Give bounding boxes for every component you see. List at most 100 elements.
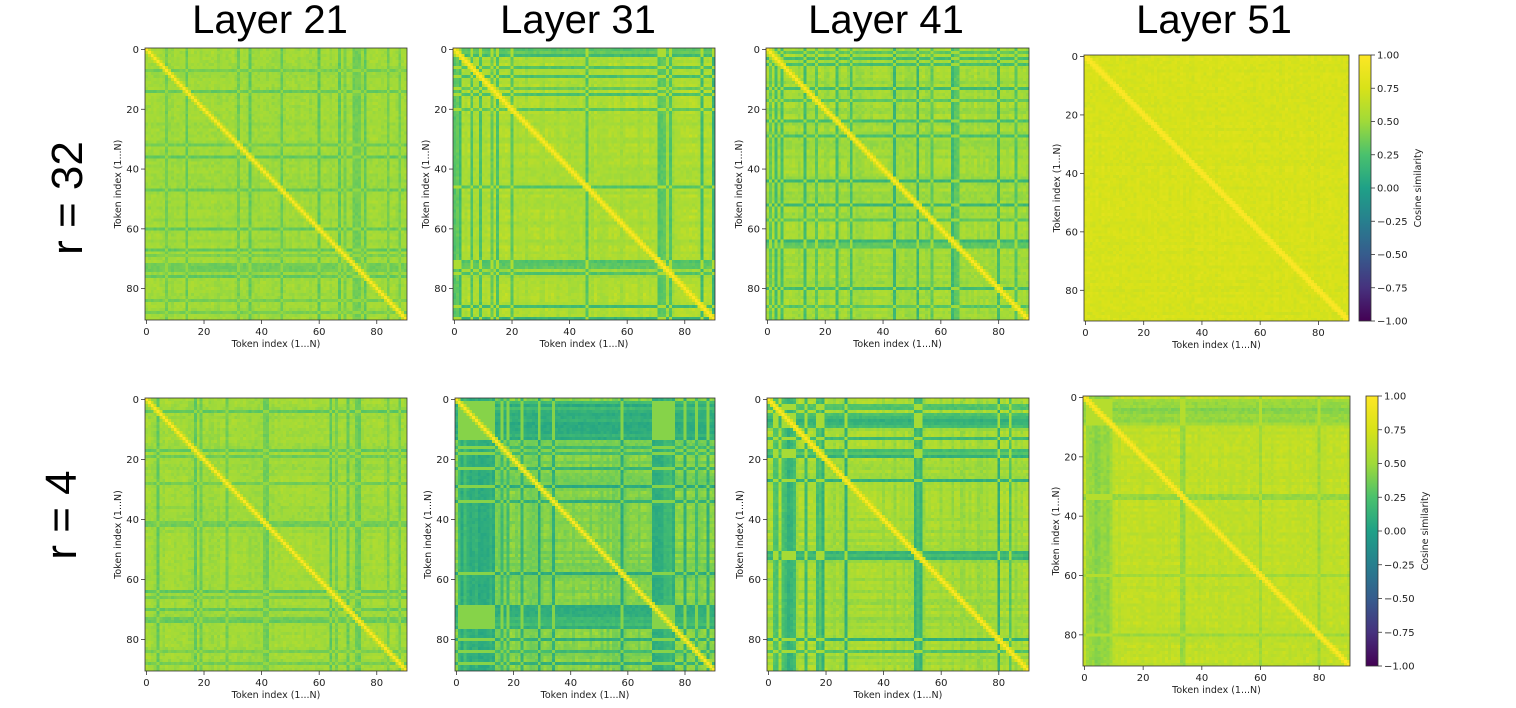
colorbar-tick-label: 0.00 (1384, 527, 1406, 538)
y-tick-label: 80 (126, 635, 139, 646)
x-tick-label: 20 (1137, 328, 1150, 339)
heatmap-panel-7: 0 20 40 60 80 0 20 40 60 80 Token index (1...N) Tok… (735, 395, 1030, 701)
heatmap-frame (144, 397, 408, 672)
x-tick-label: 80 (992, 327, 1005, 338)
y-tick-label: 60 (748, 575, 761, 586)
x-tick-label: 40 (563, 327, 576, 338)
y-tick-label: 40 (747, 165, 760, 176)
x-tick-label: 0 (765, 678, 771, 689)
colorbar-tick-label: −1.00 (1377, 317, 1408, 328)
colorbar-r4: 1.00 0.75 0.50 0.25 0.00 −0.25 −0.50 −0.75 −1.00… (1365, 392, 1431, 673)
y-tick-label: 0 (133, 395, 139, 406)
column-title-layer-41: Layer 41 (808, 0, 964, 42)
heatmap-frame (765, 47, 1030, 321)
colorbar-tick-label: 0.25 (1377, 150, 1399, 161)
row-label-r32: r = 32 (43, 141, 92, 255)
x-tick-label: 40 (255, 678, 268, 689)
x-tick-label: 60 (621, 678, 634, 689)
y-tick-label: 0 (754, 45, 760, 56)
heatmap-panel-3: 0 20 40 60 80 0 20 40 60 80 Token index (1...N) Tok… (734, 45, 1030, 350)
colorbar-tick-label: −0.75 (1377, 283, 1408, 294)
x-axis-label: Token index (1...N) (1171, 340, 1261, 351)
x-tick-label: 20 (198, 678, 211, 689)
heatmap-frame (1082, 395, 1351, 667)
colorbar-tick-label: −0.25 (1377, 217, 1408, 228)
x-tick-label: 60 (934, 327, 947, 338)
x-tick-label: 80 (992, 678, 1005, 689)
x-tick-label: 40 (255, 327, 268, 338)
y-tick-label: 60 (1064, 571, 1077, 582)
y-tick-label: 60 (747, 224, 760, 235)
heatmap-frame (1083, 54, 1350, 322)
colorbar-gradient (1358, 54, 1372, 322)
x-tick-label: 0 (1081, 673, 1087, 684)
heatmap-panel-5: 0 20 40 60 80 0 20 40 60 80 Token index (1...N) Tok… (113, 395, 408, 701)
column-title-layer-51: Layer 51 (1136, 0, 1292, 42)
x-tick-label: 60 (935, 678, 948, 689)
y-tick-label: 40 (748, 515, 761, 526)
y-tick-label: 60 (1065, 227, 1078, 238)
y-tick-label: 40 (126, 165, 139, 176)
y-axis-label: Token index (1...N) (113, 490, 124, 580)
x-tick-label: 40 (1196, 328, 1209, 339)
x-tick-label: 0 (143, 327, 149, 338)
colorbar-r32: 1.00 0.75 0.50 0.25 0.00 −0.25 −0.50 −0.75 −1.00… (1358, 51, 1424, 328)
heatmap-cells (455, 398, 715, 671)
y-tick-label: 80 (747, 284, 760, 295)
y-tick-label: 40 (1065, 169, 1078, 180)
colorbar-tick-label: 0.75 (1377, 84, 1399, 95)
y-tick-label: 20 (747, 105, 760, 116)
x-tick-label: 0 (764, 327, 770, 338)
colorbar-tick-label: 0.50 (1384, 459, 1406, 470)
y-tick-label: 80 (1064, 630, 1077, 641)
y-axis-label: Token index (1...N) (1051, 487, 1062, 577)
y-tick-label: 60 (436, 575, 449, 586)
x-tick-label: 0 (1082, 328, 1088, 339)
x-tick-label: 20 (820, 678, 833, 689)
colorbar-tick-label: 0.50 (1377, 117, 1399, 128)
y-tick-label: 20 (1065, 110, 1078, 121)
heatmap-panel-8: 0 20 40 60 80 0 20 40 60 80 Token index (1...N) Tok… (1051, 393, 1351, 696)
x-tick-label: 40 (877, 327, 890, 338)
heatmap-frame (766, 397, 1030, 672)
y-tick-label: 0 (1071, 393, 1077, 404)
heatmap-cells (145, 398, 407, 671)
x-tick-label: 20 (507, 678, 520, 689)
y-axis-label: Token index (1...N) (421, 140, 432, 230)
y-tick-label: 60 (126, 575, 139, 586)
y-tick-label: 60 (126, 224, 139, 235)
heatmap-frame (452, 47, 716, 321)
x-axis-label: Token index (1...N) (853, 690, 943, 701)
y-axis-label: Token index (1...N) (734, 140, 745, 230)
heatmap-cells (1084, 55, 1349, 321)
colorbar-tick-label: −0.50 (1377, 250, 1408, 261)
x-axis-label: Token index (1...N) (1171, 685, 1261, 696)
colorbar-tick-label: 1.00 (1377, 51, 1399, 62)
y-tick-label: 80 (436, 635, 449, 646)
heatmap-panel-2: 0 20 40 60 80 0 20 40 60 80 Token index (1...N) Tok… (421, 45, 716, 350)
heatmap-panel-1: 0 20 40 60 80 0 20 40 60 80 Token index (1...N) Tok… (113, 45, 408, 350)
y-tick-label: 60 (434, 224, 447, 235)
x-tick-label: 80 (370, 678, 383, 689)
y-tick-label: 40 (1064, 512, 1077, 523)
x-tick-label: 60 (1254, 673, 1267, 684)
x-tick-label: 20 (506, 327, 519, 338)
x-tick-label: 80 (1312, 328, 1325, 339)
column-title-layer-31: Layer 31 (500, 0, 656, 42)
heatmap-cells (767, 398, 1029, 671)
y-tick-label: 40 (434, 165, 447, 176)
colorbar-tick-label: 0.25 (1384, 493, 1406, 504)
x-tick-label: 60 (621, 327, 634, 338)
x-tick-label: 60 (313, 678, 326, 689)
x-tick-label: 80 (679, 678, 692, 689)
colorbar-gradient (1365, 395, 1379, 667)
x-tick-label: 60 (1254, 328, 1267, 339)
y-tick-label: 20 (126, 455, 139, 466)
y-tick-label: 80 (748, 635, 761, 646)
x-axis-label: Token index (1...N) (539, 339, 629, 350)
x-tick-label: 40 (564, 678, 577, 689)
y-tick-label: 80 (1065, 286, 1078, 297)
x-axis-label: Token index (1...N) (231, 690, 321, 701)
colorbar-label: Cosine similarity (1420, 491, 1431, 570)
x-tick-label: 20 (198, 327, 211, 338)
